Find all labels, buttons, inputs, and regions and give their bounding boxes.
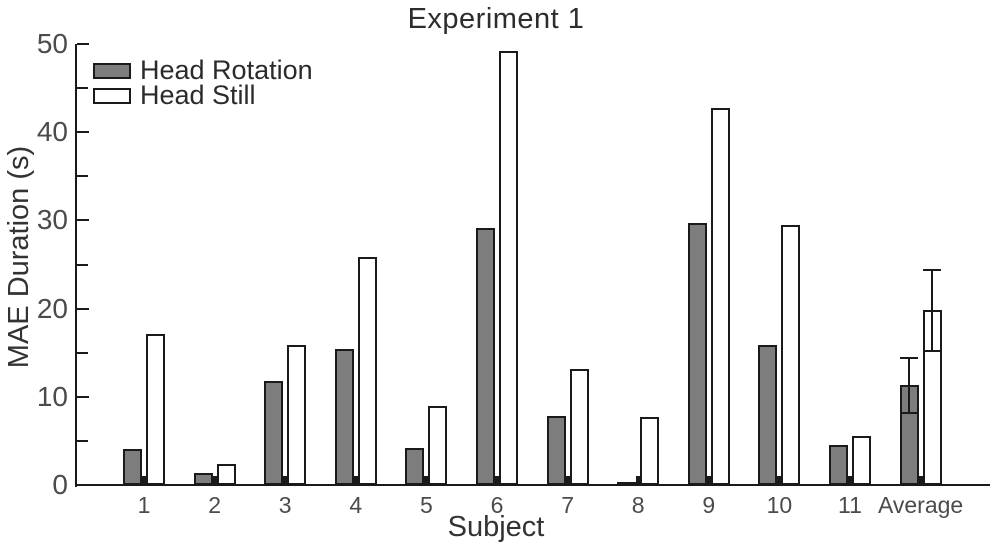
y-minor-tick-25: [77, 263, 88, 266]
x-tick-label-7: 7: [561, 492, 574, 518]
x-tick-label-1: 1: [137, 492, 151, 518]
y-tick-label-0: 0: [52, 469, 68, 500]
y-minor-tick-15: [77, 351, 88, 354]
bar-head-rotation-10: [758, 344, 778, 485]
x-tick-label-average: Average: [877, 492, 964, 518]
bar-head-still-3: [287, 344, 307, 485]
bar-head-rotation-11: [829, 445, 848, 485]
x-tick-label-4: 4: [349, 492, 363, 518]
error-bar-head-rotation-cap-top: [900, 356, 919, 359]
bar-head-rotation-3: [264, 380, 284, 485]
x-tick-10: [777, 476, 782, 485]
bar-head-rotation-5: [405, 447, 425, 485]
x-tick-label-6: 6: [490, 492, 504, 518]
x-tick-label-2: 2: [208, 492, 221, 518]
x-axis-label: Subject: [447, 511, 545, 543]
x-tick-5: [424, 476, 429, 485]
x-tick-4: [353, 476, 358, 485]
x-tick-9: [706, 476, 711, 485]
x-tick-label-3: 3: [278, 492, 292, 518]
y-minor-tick-45: [77, 87, 88, 90]
bar-head-still-2: [216, 463, 236, 485]
legend-item-head-rotation: Head Rotation: [93, 55, 313, 85]
y-tick-20: [77, 307, 89, 310]
y-tick-label-30: 30: [36, 204, 68, 236]
y-tick-30: [77, 219, 89, 222]
bar-head-rotation-1: [123, 448, 142, 485]
bar-head-still-10: [781, 224, 801, 485]
error-bar-head-rotation-cap-bottom: [900, 411, 919, 414]
bar-head-still-6: [499, 51, 518, 485]
x-tick-1: [142, 476, 146, 485]
x-tick-6: [495, 476, 499, 485]
y-tick-10: [77, 395, 89, 398]
bar-head-still-7: [569, 368, 589, 485]
bar-head-rotation-2: [193, 472, 213, 485]
legend-label-head-rotation: Head Rotation: [140, 55, 313, 85]
x-tick-average: [918, 476, 923, 485]
y-minor-tick-35: [77, 175, 88, 178]
x-tick-label-8: 8: [631, 492, 645, 518]
legend-item-head-still: Head Still: [93, 80, 313, 110]
y-axis-label: MAE Duration (s): [3, 145, 35, 369]
x-tick-11: [848, 476, 852, 485]
x-tick-7: [565, 476, 570, 485]
bar-head-rotation-4: [334, 349, 354, 485]
error-bar-head-still-line: [931, 269, 934, 351]
legend-swatch-head-rotation: [93, 62, 131, 79]
bar-head-still-1: [146, 334, 165, 485]
y-tick-label-50: 50: [36, 28, 68, 59]
y-minor-tick-5: [77, 439, 88, 442]
x-tick-label-10: 10: [766, 492, 793, 518]
x-tick-label-5: 5: [419, 492, 433, 518]
x-tick-label-9: 9: [702, 492, 716, 518]
x-axis-line: [75, 484, 990, 486]
y-tick-40: [77, 131, 89, 134]
x-tick-3: [283, 476, 288, 485]
bar-head-rotation-7: [546, 416, 566, 485]
chart-title: Experiment 1: [407, 3, 585, 35]
bar-head-rotation-6: [476, 228, 495, 485]
bar-head-still-11: [852, 436, 871, 485]
y-tick-label-20: 20: [36, 292, 68, 324]
bar-head-still-9: [710, 107, 730, 485]
legend-swatch-head-still: [93, 87, 131, 104]
y-tick-50: [77, 43, 89, 45]
x-tick-label-11: 11: [838, 492, 862, 518]
x-tick-2: [212, 476, 217, 485]
x-tick-8: [636, 476, 641, 485]
error-bar-head-still-cap-bottom: [923, 349, 942, 352]
bar-head-still-4: [357, 257, 377, 485]
y-tick-label-40: 40: [36, 116, 68, 148]
legend: Head Rotation Head Still: [93, 55, 313, 110]
error-bar-head-rotation-line: [908, 357, 911, 413]
bar-head-still-8: [640, 417, 660, 485]
error-bar-head-still-cap-top: [923, 268, 942, 271]
y-tick-label-10: 10: [36, 380, 68, 412]
y-axis-line: [75, 44, 77, 487]
legend-label-head-still: Head Still: [140, 80, 256, 110]
bar-head-rotation-9: [687, 223, 707, 485]
bar-head-still-5: [428, 405, 448, 485]
